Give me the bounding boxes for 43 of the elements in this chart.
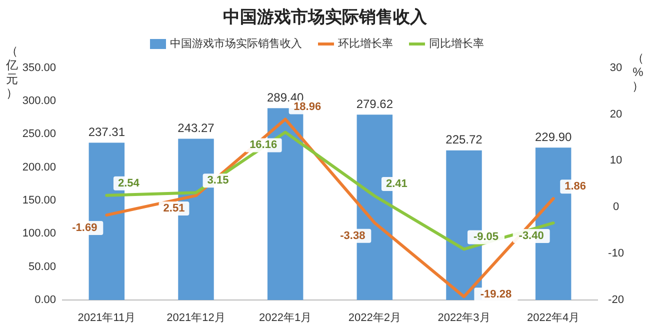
y-axis-title: （亿元） (5, 44, 18, 100)
x-tick-label: 2022年4月 (527, 312, 580, 324)
y-tick-label: 150.00 (22, 194, 56, 206)
y2-axis-title: （%） (632, 51, 644, 94)
y2-tick-label: 30 (610, 62, 622, 74)
data-label: 2.51 (163, 202, 185, 214)
y2-tick-label: -20 (608, 294, 624, 306)
data-label: 1.86 (564, 180, 586, 192)
y-tick-label: 250.00 (22, 128, 56, 140)
data-label: -9.05 (473, 231, 499, 244)
data-label: 18.96 (294, 101, 322, 114)
y-tick-label: 350.00 (22, 62, 56, 74)
x-tick-label: 2022年2月 (348, 312, 401, 324)
data-label: -3.40 (518, 230, 544, 242)
data-label: 3.15 (207, 174, 229, 186)
data-label: 243.27 (178, 120, 215, 135)
data-label: 225.72 (446, 132, 483, 147)
y2-tick-label: 10 (610, 154, 622, 167)
data-label: 16.16 (250, 139, 278, 152)
data-label: 279.62 (356, 96, 394, 111)
data-label: 2.41 (386, 178, 408, 190)
x-tick-label: 2021年11月 (78, 312, 136, 324)
y-tick-label: 200.00 (22, 161, 56, 174)
y2-tick-label: -10 (608, 248, 624, 260)
chart-title: 中国游戏市场实际销售收入 (223, 7, 428, 26)
x-tick-label: 2021年12月 (166, 312, 226, 324)
data-label: 237.31 (88, 124, 126, 139)
legend-label: 中国游戏市场实际销售收入 (170, 36, 302, 50)
y-tick-label: 50.00 (28, 260, 56, 273)
y2-tick-label: 20 (610, 108, 622, 120)
legend-label: 环比增长率 (338, 36, 393, 50)
data-label: -1.69 (72, 222, 98, 234)
data-label: 2.54 (118, 177, 140, 190)
y2-tick-label: 0 (612, 201, 620, 214)
x-tick-label: 2022年1月 (259, 312, 312, 324)
data-label: 229.90 (534, 130, 572, 144)
y-tick-label: 100.00 (22, 228, 56, 240)
data-label: -19.28 (480, 288, 512, 301)
legend-label: 同比增长率 (429, 36, 484, 50)
y-tick-label: 300.00 (22, 95, 56, 108)
x-tick-label: 2022年3月 (438, 312, 490, 324)
data-label: -3.38 (340, 230, 366, 242)
y-tick-label: 0.00 (34, 294, 56, 306)
